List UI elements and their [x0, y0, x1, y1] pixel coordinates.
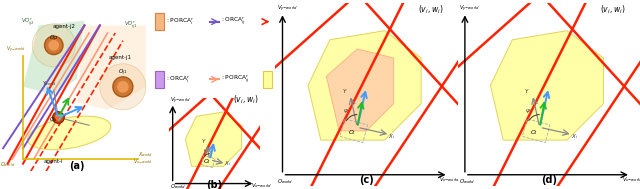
Text: $Y$: $Y$ [201, 137, 206, 145]
Text: agent-j2: agent-j2 [53, 24, 76, 29]
Text: : ORCA$_i^r$: : ORCA$_i^r$ [166, 74, 191, 85]
Text: : pr$_{ij}$/(pr$_i$+pr$_j$)$\cdot\bar{u}$: : pr$_{ij}$/(pr$_i$+pr$_j$)$\cdot\bar{u}… [275, 16, 321, 27]
Circle shape [45, 36, 63, 55]
Text: $Y_{\mathregular{world}}$: $Y_{\mathregular{world}}$ [42, 79, 56, 88]
FancyBboxPatch shape [263, 71, 272, 88]
Polygon shape [490, 31, 604, 140]
Text: $X_i$: $X_i$ [388, 132, 396, 141]
Text: (c): (c) [359, 175, 374, 185]
Text: : $\vec{v}_i^{RL}$: : $\vec{v}_i^{RL}$ [343, 16, 357, 27]
Text: $V_{y\mathregular{-world}}$: $V_{y\mathregular{-world}}$ [170, 96, 191, 106]
Text: $\psi_i$: $\psi_i$ [342, 107, 350, 115]
Circle shape [52, 112, 64, 123]
Ellipse shape [28, 116, 111, 150]
Text: : ORCA$_{ij}^r$: : ORCA$_{ij}^r$ [221, 16, 246, 27]
Text: $Y$: $Y$ [342, 87, 348, 95]
Text: $V_{x\mathregular{-world}}$: $V_{x\mathregular{-world}}$ [622, 175, 640, 184]
Circle shape [100, 64, 146, 110]
Text: $O_i$: $O_i$ [530, 128, 538, 137]
Circle shape [55, 114, 61, 121]
Text: $V_{y\mathregular{-world}}$: $V_{y\mathregular{-world}}$ [6, 45, 25, 55]
Text: $V_{x\mathregular{-world}}$: $V_{x\mathregular{-world}}$ [251, 181, 272, 189]
Text: agent-j1: agent-j1 [108, 55, 131, 60]
Text: $(v_i, w_i)$: $(v_i, w_i)$ [417, 3, 443, 16]
Bar [522, 119, 550, 143]
Circle shape [117, 81, 129, 93]
Polygon shape [77, 25, 146, 110]
Text: $O_{ji}$: $O_{ji}$ [49, 116, 57, 126]
Text: : 1/2$\cdot\bar{u}$: : 1/2$\cdot\bar{u}$ [343, 75, 364, 83]
Text: $V_{x\mathregular{-world}}$: $V_{x\mathregular{-world}}$ [133, 157, 153, 166]
Polygon shape [186, 112, 242, 166]
Text: $VO_{ij1}^r$: $VO_{ij1}^r$ [124, 20, 138, 31]
Text: $X_i$: $X_i$ [223, 159, 230, 168]
Text: $\psi_i$: $\psi_i$ [203, 147, 210, 155]
Polygon shape [326, 49, 394, 131]
Circle shape [49, 40, 59, 51]
Bar [201, 156, 215, 168]
Text: agent-i: agent-i [44, 159, 63, 164]
Text: $O_i$: $O_i$ [203, 157, 211, 166]
Text: $O_{\mathregular{world}}$: $O_{\mathregular{world}}$ [170, 182, 186, 189]
Text: $V_{y\mathregular{-world}}$: $V_{y\mathregular{-world}}$ [460, 4, 481, 15]
Text: $O_{\mathregular{world}}$: $O_{\mathregular{world}}$ [0, 160, 15, 169]
FancyBboxPatch shape [155, 71, 164, 88]
Text: (d): (d) [541, 175, 557, 185]
Text: $V_{y\mathregular{-world}}$: $V_{y\mathregular{-world}}$ [277, 4, 298, 15]
Text: $\psi_i$: $\psi_i$ [525, 107, 532, 115]
Text: $(v_i, w_i)$: $(v_i, w_i)$ [234, 94, 259, 106]
Polygon shape [308, 31, 421, 140]
Text: $O_{j1}$: $O_{j1}$ [118, 67, 127, 78]
Bar [340, 119, 367, 143]
Text: : PORCA$_i^r$: : PORCA$_i^r$ [166, 16, 195, 27]
Text: : $S_{ABV_i}^{RL}$: : $S_{ABV_i}^{RL}$ [275, 74, 294, 85]
Text: $V_{x\mathregular{-world}}$: $V_{x\mathregular{-world}}$ [440, 175, 460, 184]
Text: : PORCA$_{ij}^r$: : PORCA$_{ij}^r$ [221, 74, 250, 85]
Text: (b): (b) [206, 180, 223, 189]
Text: (a): (a) [69, 161, 84, 171]
Text: $X_{\mathregular{world}}$: $X_{\mathregular{world}}$ [138, 150, 154, 159]
Circle shape [32, 24, 76, 67]
Text: $O_{\mathregular{world}}$: $O_{\mathregular{world}}$ [277, 177, 293, 186]
Text: $O_{j2}$: $O_{j2}$ [49, 34, 58, 44]
Text: $X_i$: $X_i$ [571, 132, 578, 141]
Text: $(v_i, w_i)$: $(v_i, w_i)$ [600, 3, 625, 16]
Circle shape [113, 77, 133, 97]
FancyBboxPatch shape [155, 13, 164, 30]
Polygon shape [23, 21, 84, 94]
Text: $O_{\mathregular{world}}$: $O_{\mathregular{world}}$ [460, 177, 476, 186]
Text: $VO_{ij2}^r$: $VO_{ij2}^r$ [20, 17, 35, 28]
Text: : $v_i^{srl\text{-}orca}$: : $v_i^{srl\text{-}orca}$ [381, 16, 406, 27]
Text: $O_i$: $O_i$ [348, 128, 356, 137]
Text: $Y$: $Y$ [524, 87, 530, 95]
